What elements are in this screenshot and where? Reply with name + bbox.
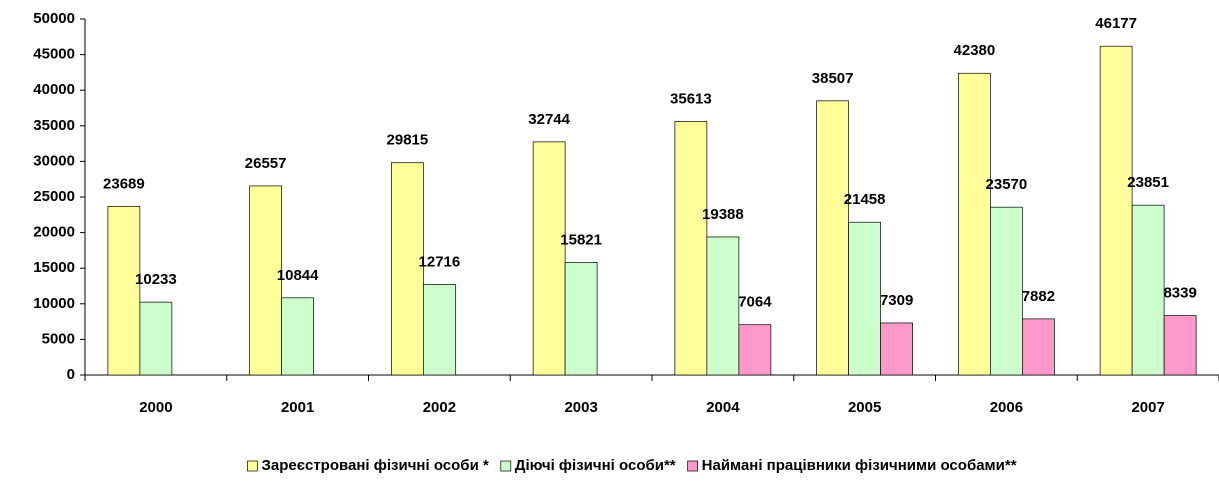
- data-label: 29815: [387, 132, 429, 149]
- data-label: 23570: [986, 176, 1028, 193]
- bar: [281, 297, 314, 376]
- data-label: 23851: [1127, 174, 1169, 191]
- data-label: 10233: [135, 271, 177, 288]
- data-label: 8339: [1163, 285, 1196, 302]
- x-tick-label: 2007: [1131, 399, 1164, 416]
- x-tick-label: 2000: [139, 399, 172, 416]
- legend-swatch: [687, 460, 698, 472]
- y-tick-label: 15000: [33, 259, 75, 276]
- bar: [139, 301, 173, 376]
- data-label: 32744: [528, 111, 570, 128]
- bar: [249, 185, 282, 376]
- legend-label: Діючі фізичні особи**: [515, 457, 676, 474]
- bar: [1099, 45, 1133, 376]
- y-tick-label: 25000: [33, 188, 75, 205]
- y-tick-label: 50000: [33, 10, 75, 27]
- legend-swatch: [247, 460, 258, 472]
- y-tick-label: 35000: [33, 117, 75, 134]
- bar: [423, 284, 456, 376]
- bar: [958, 72, 991, 376]
- data-label: 12716: [419, 253, 461, 270]
- bar: [1131, 204, 1165, 376]
- data-label: 19388: [702, 206, 744, 223]
- bar: [391, 162, 424, 376]
- y-tick-label: 45000: [33, 46, 75, 63]
- x-tick-label: 2001: [281, 399, 314, 416]
- y-tick-label: 40000: [33, 81, 75, 98]
- data-label: 42380: [954, 42, 996, 59]
- bar: [1022, 318, 1055, 376]
- bar: [674, 121, 708, 376]
- y-tick-label: 10000: [33, 295, 75, 312]
- data-label: 7882: [1022, 288, 1055, 305]
- x-tick-label: 2006: [990, 399, 1023, 416]
- data-label: 15821: [560, 231, 602, 248]
- data-label: 38507: [812, 70, 854, 87]
- bar: [532, 141, 566, 376]
- x-tick-label: 2002: [423, 399, 456, 416]
- y-tick-label: 0: [67, 366, 75, 383]
- data-label: 26557: [245, 155, 287, 172]
- bar: [816, 100, 849, 376]
- legend-swatch: [500, 460, 512, 472]
- y-tick-label: 5000: [42, 330, 75, 347]
- x-tick-label: 2004: [706, 399, 740, 416]
- legend-label: Наймані працівники фізичними особами**: [702, 457, 1017, 474]
- x-tick-label: 2005: [848, 399, 881, 416]
- bar: [706, 236, 740, 376]
- bar: [880, 322, 913, 376]
- data-label: 7064: [738, 294, 772, 311]
- legend-label: Зареєстровані фізичні особи *: [261, 457, 488, 474]
- bar: [848, 221, 881, 376]
- bar: [738, 324, 772, 376]
- bar: [564, 262, 598, 376]
- data-label: 35613: [670, 90, 712, 107]
- data-label: 23689: [103, 175, 145, 192]
- bar: [1163, 315, 1197, 376]
- y-tick-label: 20000: [33, 224, 75, 241]
- data-label: 21458: [844, 191, 886, 208]
- bar: [107, 205, 141, 376]
- data-label: 7309: [880, 292, 913, 309]
- data-label: 10844: [277, 267, 319, 284]
- bar: [990, 206, 1023, 376]
- data-label: 46177: [1095, 15, 1137, 32]
- y-tick-label: 30000: [33, 152, 75, 169]
- x-tick-label: 2003: [564, 399, 597, 416]
